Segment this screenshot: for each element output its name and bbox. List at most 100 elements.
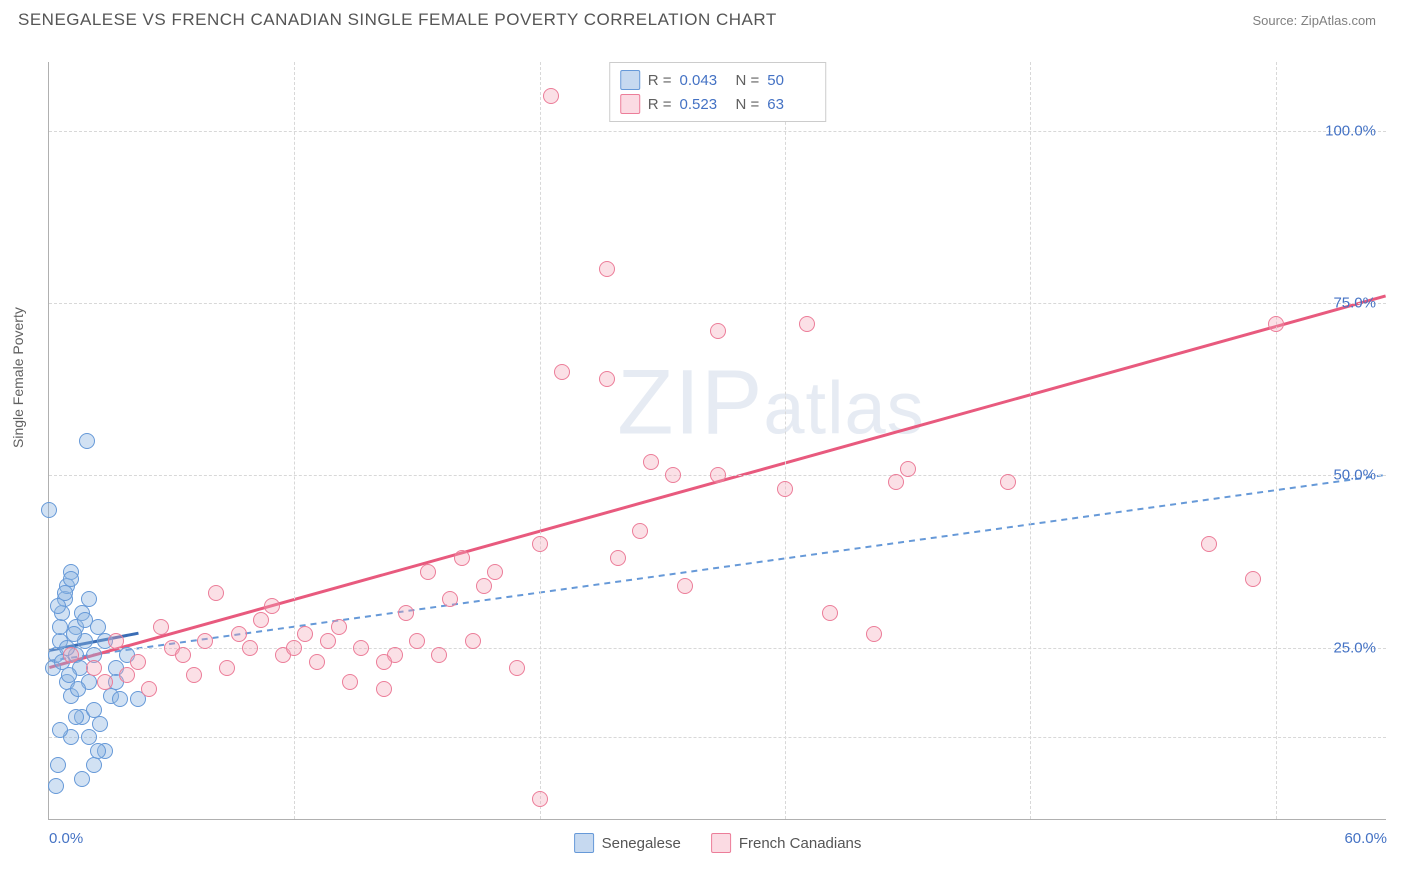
r-value-french-canadian: 0.523 xyxy=(680,96,728,113)
data-point xyxy=(454,550,470,566)
data-point xyxy=(63,571,79,587)
swatch-pink-icon xyxy=(620,94,640,114)
gridline-horizontal xyxy=(49,737,1386,738)
data-point xyxy=(86,660,102,676)
gridline-horizontal xyxy=(49,303,1386,304)
legend-label-senegalese: Senegalese xyxy=(602,835,681,852)
series-legend: Senegalese French Canadians xyxy=(574,833,862,853)
legend-item-french-canadian: French Canadians xyxy=(711,833,862,853)
data-point xyxy=(108,633,124,649)
data-point xyxy=(398,605,414,621)
watermark: ZIPatlas xyxy=(617,350,924,455)
swatch-blue-icon xyxy=(620,70,640,90)
data-point xyxy=(92,716,108,732)
gridline-vertical xyxy=(294,62,295,819)
data-point xyxy=(112,691,128,707)
data-point xyxy=(643,454,659,470)
y-tick-label: 75.0% xyxy=(1333,295,1376,312)
data-point xyxy=(900,461,916,477)
data-point xyxy=(777,481,793,497)
data-point xyxy=(1000,474,1016,490)
data-point xyxy=(543,88,559,104)
data-point xyxy=(487,564,503,580)
data-point xyxy=(431,647,447,663)
stats-row-senegalese: R = 0.043 N = 50 xyxy=(620,68,816,92)
data-point xyxy=(264,598,280,614)
stats-row-french-canadian: R = 0.523 N = 63 xyxy=(620,92,816,116)
data-point xyxy=(532,791,548,807)
x-tick-label: 0.0% xyxy=(49,830,83,847)
data-point xyxy=(331,619,347,635)
trendlines xyxy=(49,62,1386,819)
data-point xyxy=(409,633,425,649)
data-point xyxy=(141,681,157,697)
data-point xyxy=(888,474,904,490)
swatch-blue-icon xyxy=(574,833,594,853)
gridline-vertical xyxy=(785,62,786,819)
data-point xyxy=(186,667,202,683)
y-tick-label: 25.0% xyxy=(1333,639,1376,656)
data-point xyxy=(376,681,392,697)
n-value-french-canadian: 63 xyxy=(767,96,815,113)
data-point xyxy=(286,640,302,656)
source-label: Source: ZipAtlas.com xyxy=(1252,13,1376,28)
data-point xyxy=(465,633,481,649)
data-point xyxy=(1245,571,1261,587)
data-point xyxy=(353,640,369,656)
gridline-vertical xyxy=(1030,62,1031,819)
data-point xyxy=(86,757,102,773)
data-point xyxy=(1268,316,1284,332)
y-tick-label: 100.0% xyxy=(1325,122,1376,139)
data-point xyxy=(231,626,247,642)
data-point xyxy=(599,261,615,277)
data-point xyxy=(97,674,113,690)
data-point xyxy=(442,591,458,607)
y-axis-title: Single Female Poverty xyxy=(10,307,26,448)
gridline-vertical xyxy=(1276,62,1277,819)
data-point xyxy=(253,612,269,628)
scatter-chart: R = 0.043 N = 50 R = 0.523 N = 63 ZIPatl… xyxy=(48,62,1386,820)
data-point xyxy=(476,578,492,594)
y-tick-label: 50.0% xyxy=(1333,467,1376,484)
data-point xyxy=(420,564,436,580)
swatch-pink-icon xyxy=(711,833,731,853)
data-point xyxy=(1201,536,1217,552)
data-point xyxy=(57,585,73,601)
gridline-vertical xyxy=(540,62,541,819)
data-point xyxy=(710,467,726,483)
gridline-horizontal xyxy=(49,131,1386,132)
chart-title: SENEGALESE VS FRENCH CANADIAN SINGLE FEM… xyxy=(18,10,777,30)
data-point xyxy=(219,660,235,676)
data-point xyxy=(309,654,325,670)
data-point xyxy=(677,578,693,594)
data-point xyxy=(68,709,84,725)
data-point xyxy=(799,316,815,332)
data-point xyxy=(342,674,358,690)
data-point xyxy=(119,667,135,683)
data-point xyxy=(610,550,626,566)
r-value-senegalese: 0.043 xyxy=(680,72,728,89)
data-point xyxy=(52,722,68,738)
data-point xyxy=(208,585,224,601)
data-point xyxy=(70,681,86,697)
data-point xyxy=(554,364,570,380)
data-point xyxy=(320,633,336,649)
data-point xyxy=(41,502,57,518)
data-point xyxy=(297,626,313,642)
data-point xyxy=(50,598,66,614)
data-point xyxy=(599,371,615,387)
data-point xyxy=(81,591,97,607)
data-point xyxy=(376,654,392,670)
data-point xyxy=(822,605,838,621)
data-point xyxy=(175,647,191,663)
stats-legend: R = 0.043 N = 50 R = 0.523 N = 63 xyxy=(609,62,827,122)
data-point xyxy=(532,536,548,552)
data-point xyxy=(63,647,79,663)
n-value-senegalese: 50 xyxy=(767,72,815,89)
data-point xyxy=(509,660,525,676)
data-point xyxy=(48,778,64,794)
data-point xyxy=(90,743,106,759)
data-point xyxy=(130,654,146,670)
data-point xyxy=(632,523,648,539)
data-point xyxy=(866,626,882,642)
